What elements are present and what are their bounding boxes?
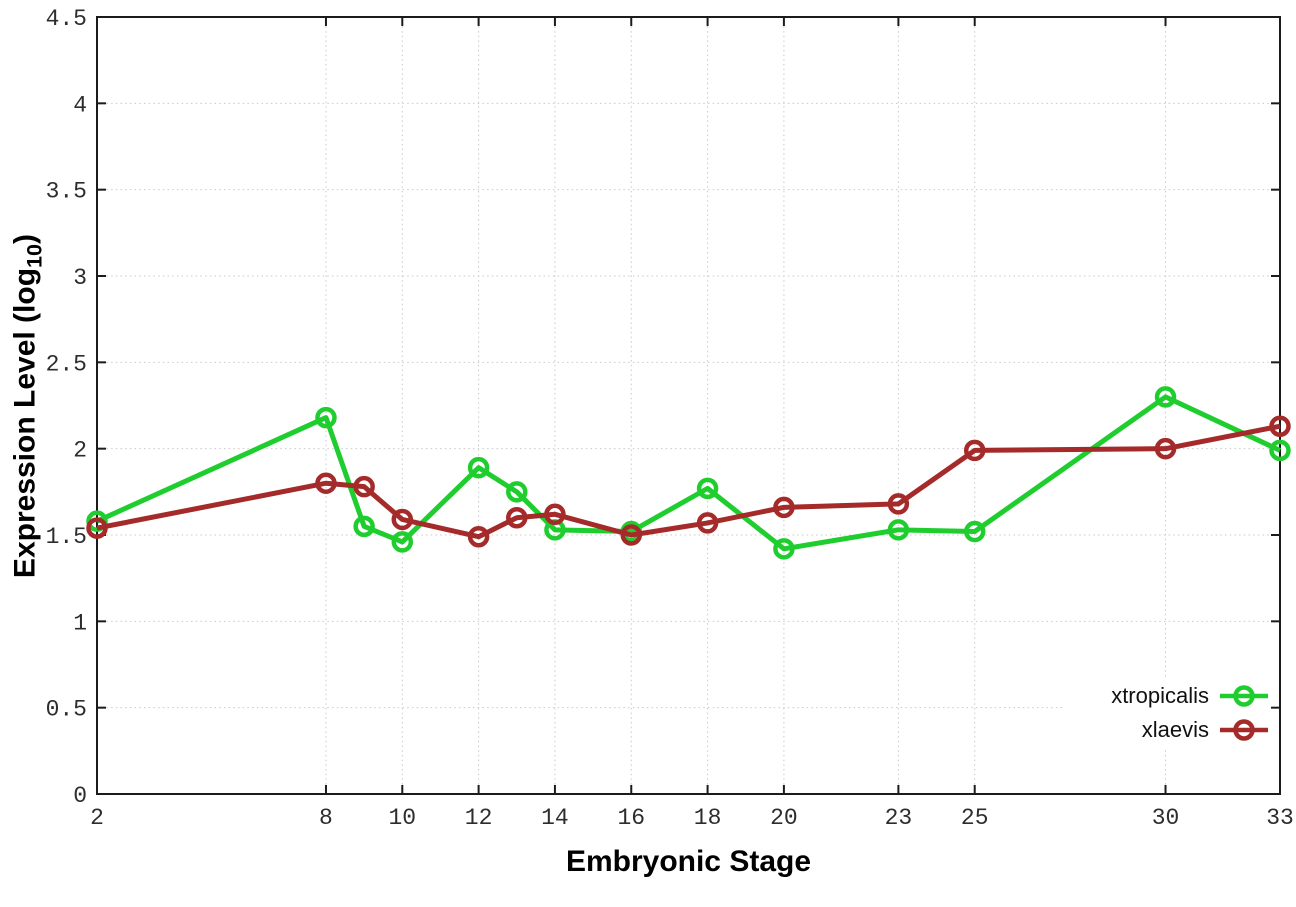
x-tick-labels: 2 8 10 12 14 16 18 20 23 25 30 33 <box>90 805 1294 831</box>
data-point-marker <box>391 508 414 531</box>
data-point-marker <box>467 456 490 479</box>
data-point-marker <box>887 493 910 515</box>
data-point-marker <box>506 481 528 503</box>
line-circle-marker-icon <box>1220 719 1268 741</box>
legend-sample-circle <box>1233 719 1255 741</box>
x-tick-label: 20 <box>770 805 798 831</box>
data-point-marker <box>963 439 986 462</box>
data-point-marker <box>773 538 795 560</box>
y-tick-label: 3 <box>73 265 87 291</box>
x-tick-label: 33 <box>1266 805 1294 831</box>
y-tick-labels: 0 0.5 1 1.5 2 2.5 3 3.5 4 4.5 <box>46 6 87 809</box>
x-tick-label: 2 <box>90 805 104 831</box>
data-point-marker <box>1154 437 1177 460</box>
x-tick-label: 16 <box>617 805 645 831</box>
legend-sample-circle <box>1233 685 1255 707</box>
plot-border <box>96 16 1281 795</box>
data-point-marker <box>86 517 108 539</box>
x-axis-label: Embryonic Stage <box>565 845 812 878</box>
plot-border-and-ticks <box>96 16 1281 795</box>
data-point-marker <box>696 477 719 500</box>
data-point-marker <box>696 512 719 534</box>
data-point-marker <box>544 503 566 526</box>
data-point-marker <box>391 531 414 553</box>
x-tick-label: 10 <box>388 805 416 831</box>
data-point-marker <box>353 475 375 498</box>
data-point-marker <box>1269 439 1291 462</box>
legend-item-xlaevis: xlaevis <box>1111 713 1270 747</box>
x-tick-label: 23 <box>885 805 913 831</box>
legend-label: xtropicalis <box>1111 683 1209 708</box>
data-point-marker <box>315 472 337 494</box>
y-tick-label: 1.5 <box>46 524 87 550</box>
x-tick-label: 14 <box>541 805 569 831</box>
y-tick-label: 4 <box>73 92 87 118</box>
x-tick-label: 25 <box>961 805 989 831</box>
y-axis-label: Expression Level (log10) <box>9 234 48 578</box>
x-tick-label: 30 <box>1152 805 1180 831</box>
data-point-marker <box>86 510 108 532</box>
series-xtropicalis <box>86 386 1291 560</box>
y-tick-label: 0.5 <box>46 697 87 723</box>
y-axis-label-suffix: ) <box>8 233 42 244</box>
x-tick-label: 18 <box>694 805 722 831</box>
data-point-marker <box>506 506 528 529</box>
data-point-marker <box>1269 415 1291 437</box>
series-xlaevis <box>86 415 1291 548</box>
x-tick-label: 12 <box>465 805 493 831</box>
data-point-marker <box>963 520 986 543</box>
data-point-marker <box>773 496 795 519</box>
data-point-marker <box>467 525 490 548</box>
data-point-marker <box>315 406 337 429</box>
data-point-marker <box>887 519 910 541</box>
legend-item-xtropicalis: xtropicalis <box>1111 679 1270 713</box>
data-point-marker <box>620 524 643 546</box>
legend-label: xlaevis <box>1141 717 1209 742</box>
data-point-marker <box>353 515 375 538</box>
y-tick-label: 3.5 <box>46 179 87 205</box>
y-tick-label: 2 <box>73 438 87 464</box>
data-point-marker <box>1154 386 1177 408</box>
x-tick-label: 8 <box>319 805 333 831</box>
y-axis-label-subscript: 10 <box>21 243 47 268</box>
line-circle-marker-icon <box>1220 685 1268 707</box>
y-tick-label: 2.5 <box>46 351 87 377</box>
gridlines <box>96 16 1281 795</box>
y-tick-label: 0 <box>73 783 87 809</box>
y-axis-label-text: Expression Level (log <box>8 267 42 579</box>
y-tick-label: 1 <box>73 610 87 636</box>
legend: xtropicalis xlaevis <box>1065 679 1270 747</box>
y-tick-label: 4.5 <box>46 6 87 32</box>
